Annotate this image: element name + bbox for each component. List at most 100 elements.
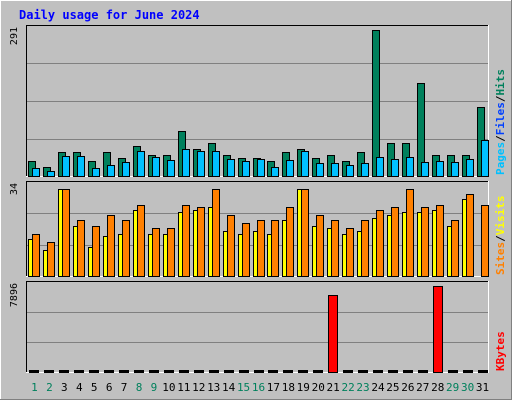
bar-sites [62,189,70,277]
bar-sites [271,220,279,277]
bar-sites [421,207,429,277]
bar-pages [122,162,130,177]
bar-sites [77,220,85,277]
bar-pages [257,159,265,177]
bar-sites [361,220,369,277]
bar-sites [376,210,384,277]
bar-sites [32,234,40,277]
day-label: 8 [136,381,143,394]
bar-pages [197,151,205,177]
bar-sites [92,226,100,277]
bar-sites [406,189,414,277]
bar-sites [316,215,324,277]
bar-sites [301,189,309,277]
chart-title: Daily usage for June 2024 [19,8,200,22]
bar-pages [421,162,429,177]
bars [28,30,489,177]
bar-kbytes [283,370,293,373]
day-label: 28 [431,381,444,394]
panel-visits-sites: 34 Sites/Visits [9,181,507,277]
legend-entry: Sites [494,242,507,275]
legend-entry: Files [494,102,507,135]
bar-kbytes [448,370,458,373]
bar-sites [391,207,399,277]
panel-kbytes: 7896 KBytes [9,281,507,373]
bar-pages [331,163,339,177]
bar-kbytes [463,370,473,373]
legend-entry: Pages [494,142,507,175]
bar-pages [406,157,414,177]
bar-sites [346,228,354,277]
day-label: 23 [356,381,369,394]
day-label: 12 [192,381,205,394]
bar-kbytes [164,370,174,373]
bar-kbytes [358,370,368,373]
bar-pages [451,162,459,177]
bar-kbytes [433,286,443,373]
bar-kbytes [254,370,264,373]
bar-pages [182,149,190,177]
day-label: 17 [267,381,280,394]
day-label: 15 [237,381,250,394]
bar-kbytes [388,370,398,373]
legend-entry: / [494,235,507,242]
day-label: 10 [162,381,175,394]
legend-entry: / [494,95,507,102]
day-label: 25 [386,381,399,394]
legend-entry: KBytes [494,331,507,371]
bar-sites [167,228,175,277]
bar-kbytes [74,370,84,373]
day-label: 19 [297,381,310,394]
bar-sites [257,220,265,277]
bar-pages [212,151,220,177]
bar-kbytes [194,370,204,373]
bar-pages [301,151,309,177]
legend-entry: Hits [494,69,507,96]
bar-sites [47,242,55,277]
bar-kbytes [373,370,383,373]
bar-sites [242,223,250,277]
bar-kbytes [209,370,219,373]
bar-sites [107,215,115,277]
bar-pages [152,157,160,177]
day-label: 2 [46,381,53,394]
chart-panels: 291Pages/Files/Hits34Sites/Visits7896KBy… [9,25,507,373]
bar-kbytes [119,370,129,373]
bar-kbytes [44,370,54,373]
bar-pages [137,151,145,177]
bar-kbytes [418,370,428,373]
bar-pages [107,165,115,177]
bar-sites [481,205,489,277]
day-label: 9 [151,381,158,394]
bar-sites [466,194,474,277]
bar-pages [47,171,55,177]
day-label: 13 [207,381,220,394]
bar-kbytes [239,370,249,373]
bar-sites [122,220,130,277]
day-label: 6 [106,381,113,394]
bar-kbytes [89,370,99,373]
day-label: 22 [341,381,354,394]
day-label: 18 [282,381,295,394]
day-label: 11 [177,381,190,394]
bar-pages [242,161,250,177]
bar-pages [316,163,324,177]
bar-kbytes [134,370,144,373]
day-label: 4 [76,381,83,394]
day-label: 7 [121,381,128,394]
bar-kbytes [59,370,69,373]
bar-pages [436,161,444,177]
bar-kbytes [104,370,114,373]
day-label: 26 [401,381,414,394]
bar-kbytes [478,370,488,373]
bar-kbytes [179,370,189,373]
y-max-label: 291 [9,27,20,45]
y-max-label: 34 [9,183,20,195]
bar-pages [227,159,235,177]
bar-kbytes [149,370,159,373]
bars [28,189,489,277]
bar-pages [391,159,399,177]
bar-sites [182,205,190,277]
bar-kbytes [328,295,338,373]
